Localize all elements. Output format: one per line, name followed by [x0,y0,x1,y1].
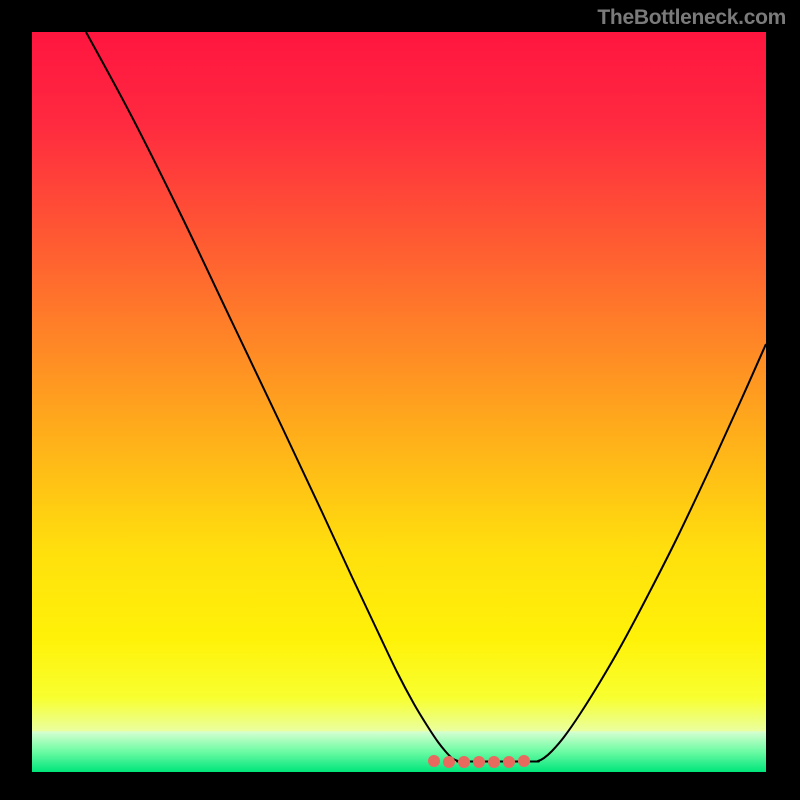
bottleneck-chart [32,32,766,772]
chart-bottom-stripe [32,731,766,772]
attribution-text: TheBottleneck.com [597,6,786,30]
chart-background-gradient [32,32,766,772]
